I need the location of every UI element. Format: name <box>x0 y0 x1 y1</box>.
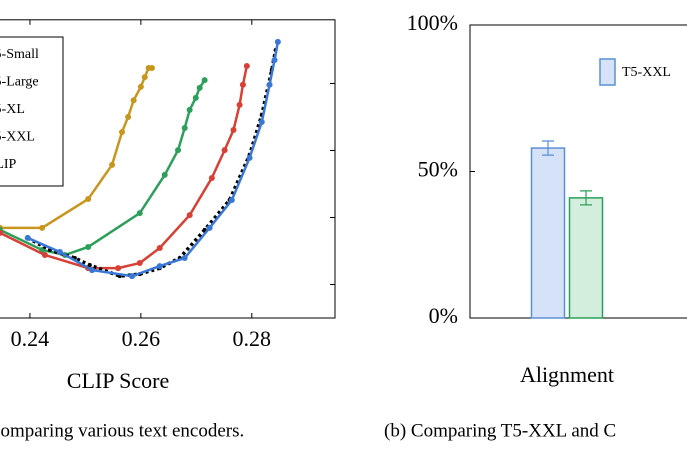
data-point <box>236 101 243 108</box>
legend-label: T5-Large <box>0 75 39 90</box>
data-point <box>39 224 46 231</box>
series-line <box>26 49 278 278</box>
data-point <box>206 224 213 231</box>
data-point <box>89 267 96 274</box>
data-point <box>109 161 116 168</box>
data-point <box>56 248 63 255</box>
legend-label: T5-XL <box>0 102 25 117</box>
data-point <box>136 260 143 267</box>
data-point <box>136 210 143 217</box>
error-bar <box>580 190 592 206</box>
data-point <box>125 113 132 120</box>
data-point <box>274 38 281 45</box>
data-point <box>85 196 92 203</box>
data-point <box>192 94 199 101</box>
bar <box>530 147 566 319</box>
x-tick-label: 0.28 <box>233 326 272 351</box>
data-point <box>208 174 215 181</box>
x-tick-label: 0.24 <box>11 326 50 351</box>
y-tick-label: 50% <box>418 157 458 182</box>
data-point <box>181 125 188 132</box>
caption: (a) Comparing various text encoders. <box>0 420 244 441</box>
data-point <box>266 81 273 88</box>
legend-label: T5-XXL <box>622 65 671 80</box>
data-point <box>0 229 3 236</box>
data-point <box>130 97 137 104</box>
x-axis-label: CLIP Score <box>67 368 169 393</box>
data-point <box>230 127 237 134</box>
legend-label: T5-Small <box>0 47 39 62</box>
x-tick-label: Alignment <box>520 362 614 387</box>
data-point <box>221 147 228 154</box>
data-point <box>239 81 246 88</box>
data-point <box>85 243 92 250</box>
data-point <box>228 197 235 204</box>
data-point <box>119 129 126 136</box>
data-point <box>181 255 188 262</box>
data-point <box>128 273 135 280</box>
bar <box>568 197 604 319</box>
data-point <box>141 74 148 81</box>
legend-box <box>0 36 64 187</box>
data-point <box>186 106 193 113</box>
x-tick-label: 0.26 <box>122 326 161 351</box>
data-point <box>87 263 92 268</box>
data-point <box>115 265 122 272</box>
data-point <box>246 154 253 161</box>
legend-swatch <box>599 58 616 86</box>
data-point <box>258 118 265 125</box>
data-point <box>148 65 155 72</box>
data-point <box>41 252 48 259</box>
data-point <box>24 234 31 241</box>
data-point <box>186 212 193 219</box>
data-point <box>137 83 144 90</box>
data-point <box>243 63 250 70</box>
data-point <box>175 147 182 154</box>
y-tick-label: 0% <box>429 303 458 328</box>
legend-label: CLIP <box>0 157 17 172</box>
caption: (b) Comparing T5-XXL and C <box>384 420 616 441</box>
series-line <box>27 41 280 278</box>
data-point <box>196 84 203 91</box>
error-bar <box>542 140 554 156</box>
data-point <box>271 57 278 64</box>
plot-frame <box>0 19 336 319</box>
data-point <box>156 263 163 270</box>
data-point <box>161 171 168 178</box>
data-point <box>156 244 163 251</box>
legend-label: T5-XXL <box>0 130 35 145</box>
data-point <box>201 77 208 84</box>
y-tick-label: 100% <box>407 10 458 35</box>
